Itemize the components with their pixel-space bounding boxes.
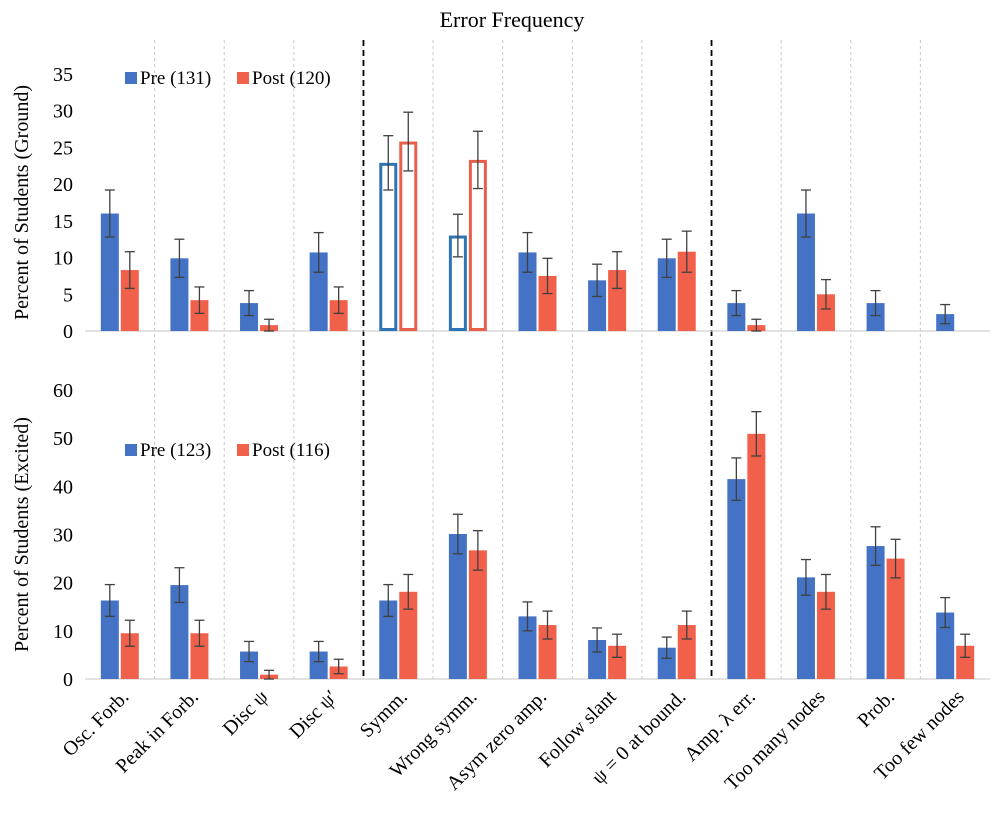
- excited-pre-bar-peak-in-forb: [170, 585, 189, 679]
- ground-legend-label-pre: Pre (131): [140, 68, 211, 89]
- ground-post-bar-asym-zero-amp: [538, 275, 557, 331]
- ground-pre-bar-osc-forb: [100, 213, 119, 331]
- excited-post-bar-follow-slant: [608, 645, 627, 679]
- excited-pre-bar-amp-err: [727, 479, 746, 679]
- excited-pre-bar-wrong-symm: [448, 534, 467, 679]
- ground-post-bar-follow-slant: [608, 270, 627, 331]
- ground-ytick-label: 15: [53, 211, 73, 233]
- ground-pre-bar-peak-in-forb: [170, 258, 189, 331]
- chart-title: Error Frequency: [440, 7, 585, 32]
- ground-ytick-label: 35: [53, 64, 73, 86]
- excited-legend-swatch-post: [237, 444, 249, 456]
- ground-pre-bar-0-at-bound: [657, 258, 676, 331]
- excited-pre-bar-disc: [309, 651, 328, 679]
- excited-ytick-label: 30: [53, 525, 73, 547]
- excited-pre-bar-too-many-nodes: [796, 577, 815, 679]
- excited-pre-bar-follow-slant: [588, 639, 607, 679]
- excited-ytick-label: 50: [53, 428, 73, 450]
- ground-pre-bar-prob: [866, 303, 885, 331]
- x-category-label-prob: Prob.: [853, 686, 899, 732]
- excited-post-bar-osc-forb: [120, 633, 139, 679]
- excited-ytick-label: 10: [53, 621, 73, 643]
- excited-pre-bar-prob: [866, 546, 885, 679]
- excited-post-bar-too-many-nodes: [816, 591, 835, 679]
- x-category-label-osc-forb: Osc. Forb.: [58, 686, 133, 761]
- excited-post-bar-symm: [399, 591, 418, 679]
- chart-marks: [100, 111, 975, 680]
- excited-ytick-label: 0: [63, 669, 73, 691]
- excited-legend-swatch-pre: [125, 444, 137, 456]
- excited-post-bar-too-few-nodes: [956, 645, 975, 679]
- excited-post-bar-amp-err: [747, 433, 766, 679]
- ground-pre-bar-too-many-nodes: [796, 213, 815, 331]
- excited-legend-label-post: Post (116): [252, 440, 330, 461]
- excited-pre-bar-too-few-nodes: [936, 612, 955, 679]
- excited-post-bar-prob: [886, 558, 905, 679]
- ground-pre-bar-follow-slant: [588, 280, 607, 331]
- ground-legend-swatch-post: [237, 72, 249, 84]
- excited-pre-bar-symm: [379, 600, 398, 679]
- ground-post-bar-peak-in-forb: [190, 300, 209, 331]
- excited-ylabel: Percent of Students (Excited): [11, 417, 33, 652]
- excited-pre-bar-asym-zero-amp: [518, 616, 537, 679]
- ground-post-bar-0-at-bound: [677, 251, 696, 331]
- ground-post-bar-osc-forb: [120, 270, 139, 331]
- ground-ytick-label: 20: [53, 174, 73, 196]
- excited-pre-bar-0-at-bound: [657, 647, 676, 679]
- x-category-label-disc: Disc ψ: [219, 686, 273, 740]
- x-category-label-disc: Disc ψ′: [285, 686, 342, 743]
- excited-pre-bar-disc: [240, 651, 259, 679]
- ground-post-bar-too-many-nodes: [816, 294, 835, 331]
- excited-ytick-label: 60: [53, 380, 73, 402]
- excited-ytick-label: 40: [53, 476, 73, 498]
- ground-ytick-label: 0: [63, 321, 73, 343]
- ground-pre-bar-disc: [240, 303, 259, 331]
- ground-ytick-label: 30: [53, 101, 73, 123]
- excited-pre-bar-osc-forb: [100, 600, 119, 679]
- ground-ytick-label: 10: [53, 248, 73, 270]
- ground-legend-swatch-pre: [125, 72, 137, 84]
- x-category-label-symm: Symm.: [356, 686, 412, 742]
- ground-post-bar-disc: [329, 300, 348, 331]
- excited-legend-label-pre: Pre (123): [140, 440, 211, 461]
- ground-ytick-label: 25: [53, 137, 73, 159]
- ground-ylabel: Percent of Students (Ground): [11, 85, 33, 320]
- ground-legend-label-post: Post (120): [252, 68, 331, 89]
- excited-ytick-label: 20: [53, 573, 73, 595]
- ground-ytick-label: 5: [63, 284, 73, 306]
- excited-post-bar-wrong-symm: [468, 550, 487, 679]
- excited-post-bar-peak-in-forb: [190, 633, 209, 679]
- gridlines: [85, 40, 990, 680]
- ground-pre-bar-amp-err: [727, 303, 746, 331]
